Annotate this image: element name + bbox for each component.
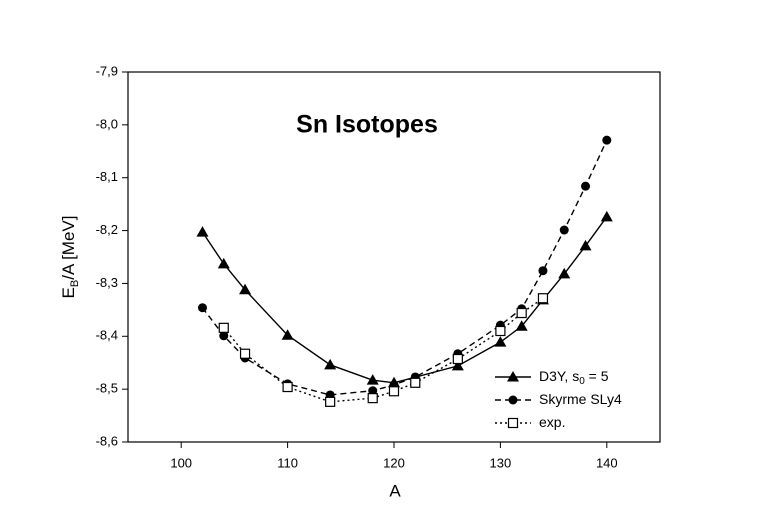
series-line <box>201 139 608 396</box>
y-tick-label: -8,2 <box>96 222 118 237</box>
y-tick-label: -8,4 <box>96 328 118 343</box>
marker-circle <box>508 395 518 405</box>
marker-triangle <box>494 336 507 347</box>
marker-triangle <box>600 210 613 222</box>
y-tick-label: -8,5 <box>96 381 118 396</box>
y-tick-label: -7,9 <box>96 63 118 78</box>
y-label-sub: B <box>69 280 81 287</box>
legend-label: Skyrme SLy4 <box>539 391 622 407</box>
marker-circle <box>602 135 612 145</box>
legend-label: D3Y, s0 = 5 <box>539 368 609 387</box>
y-tick-label: -8,0 <box>96 116 118 131</box>
y-tick-label: -8,3 <box>96 275 118 290</box>
legend-label-main: D3Y, s <box>539 368 579 384</box>
marker-square <box>516 307 527 319</box>
x-tick-label: 120 <box>383 455 405 470</box>
marker-triangle <box>196 226 209 237</box>
x-tick-label: 100 <box>170 455 192 470</box>
y-label-rest: /A [MeV] <box>59 216 78 280</box>
marker-circle <box>197 303 207 313</box>
marker-square <box>239 348 251 359</box>
marker-square <box>410 377 421 388</box>
chart-title: Sn Isotopes <box>296 111 438 139</box>
marker-circle <box>219 331 229 341</box>
legend-label-main: exp. <box>539 414 565 430</box>
legend-label-sub: 0 <box>579 376 585 387</box>
marker-square <box>282 381 293 393</box>
legend-label-main: Skyrme SLy4 <box>539 391 622 407</box>
marker-circle <box>538 266 548 276</box>
y-tick-label: -8,1 <box>96 169 118 184</box>
marker-square <box>537 293 549 304</box>
marker-square <box>388 386 400 397</box>
marker-triangle <box>558 267 571 279</box>
marker-triangle <box>366 374 379 385</box>
marker-square <box>325 396 336 407</box>
marker-triangle <box>239 283 252 295</box>
marker-triangle <box>579 239 592 251</box>
x-tick-label: 130 <box>490 455 512 470</box>
marker-square <box>495 325 506 337</box>
series-line <box>223 297 544 403</box>
marker-square <box>218 322 229 333</box>
marker-circle <box>559 225 569 235</box>
marker-triangle <box>515 320 528 331</box>
y-tick-label: -8,6 <box>96 433 118 448</box>
y-axis-label: EB/A [MeV] <box>59 216 80 299</box>
marker-triangle <box>281 329 294 340</box>
x-tick-label: 110 <box>277 455 298 470</box>
marker-circle <box>581 181 591 191</box>
marker-triangle <box>217 257 230 269</box>
x-tick-label: 140 <box>596 455 618 470</box>
marker-circle <box>368 386 378 396</box>
marker-triangle <box>451 359 464 371</box>
marker-square <box>452 353 463 365</box>
marker-square <box>367 393 378 404</box>
marker-triangle <box>324 358 337 370</box>
legend-label: exp. <box>539 414 565 430</box>
legend-label-rest: = 5 <box>585 368 609 384</box>
marker-square <box>507 417 519 429</box>
marker-triangle <box>507 371 519 382</box>
x-axis-label: A <box>389 481 401 500</box>
y-label-main: E <box>59 287 78 298</box>
